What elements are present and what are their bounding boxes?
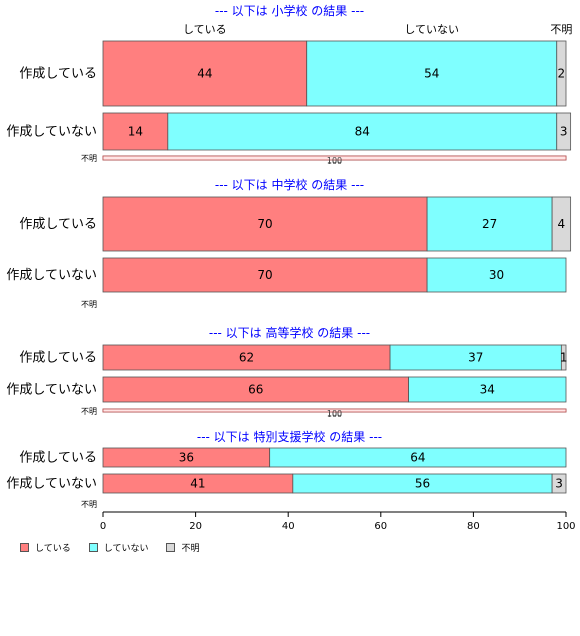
legend-label-no: していない [103, 544, 149, 554]
row-label: 不明 [81, 500, 97, 509]
row-label: 作成している [19, 351, 97, 366]
data-label: 64 [410, 451, 425, 465]
bar-segment [102, 112, 169, 151]
row-label: 作成している [19, 217, 97, 232]
chart-legend: している していない 不明 [20, 541, 199, 554]
data-label: 3 [560, 125, 568, 139]
data-label: 66 [248, 383, 263, 397]
bar-segment [551, 196, 572, 252]
bar-segment [306, 40, 558, 107]
data-label: 100 [327, 409, 342, 418]
bar-segment [426, 196, 553, 252]
legend-swatch-no [88, 543, 98, 552]
bar-outline [102, 408, 567, 413]
data-label: 27 [482, 217, 497, 231]
x-tick-label: 20 [189, 521, 202, 532]
data-label: 37 [468, 351, 483, 365]
bar-segment [102, 40, 308, 107]
row-label: 不明 [81, 154, 97, 163]
data-label: 3 [555, 477, 563, 491]
bar-segment [102, 376, 409, 403]
panel-title: --- 以下は 高等学校 の結果 --- [209, 325, 370, 340]
bar-segment [551, 473, 567, 494]
data-label: 1 [560, 351, 568, 365]
data-label: 100 [327, 157, 342, 166]
x-tick-label: 60 [374, 521, 387, 532]
legend-swatch-unknown [166, 543, 176, 552]
data-label: 100 [327, 156, 342, 165]
legend-label-yes: している [35, 544, 71, 554]
data-label: 34 [480, 383, 495, 397]
bar-outline [102, 155, 567, 161]
data-label: 84 [355, 125, 370, 139]
column-header-2: 不明 [550, 23, 572, 36]
bar-segment [426, 257, 567, 293]
data-label: 44 [197, 67, 212, 81]
legend-item-yes: している [20, 541, 71, 554]
row-label: 不明 [81, 407, 97, 416]
data-label: 14 [128, 125, 143, 139]
data-label: 36 [179, 451, 194, 465]
data-label: 100 [327, 410, 342, 419]
bar-segment [556, 40, 567, 107]
x-tick-label: 80 [467, 521, 480, 532]
row-label: 作成していない [6, 125, 97, 140]
x-tick-label: 0 [100, 521, 106, 532]
row-label: 不明 [81, 300, 97, 309]
legend-swatch-yes [20, 543, 29, 552]
bar-segment [389, 344, 562, 371]
legend-item-no: していない [88, 541, 149, 554]
legend-label-unknown: 不明 [181, 544, 200, 554]
legend-item-unknown: 不明 [166, 541, 199, 554]
column-header-1: していない [404, 23, 459, 36]
data-label: 30 [489, 268, 504, 282]
row-label: 作成していない [6, 383, 97, 398]
bar-segment [556, 112, 572, 151]
data-label: 54 [424, 67, 439, 81]
data-label: 2 [558, 67, 566, 81]
bar-segment [269, 447, 567, 468]
column-header-0: している [183, 23, 227, 36]
data-label: 70 [257, 217, 272, 231]
row-label: 作成している [19, 67, 97, 82]
panel-title: --- 以下は 中学校 の結果 --- [215, 177, 364, 192]
row-label: 作成している [19, 451, 97, 466]
panel-title: --- 以下は 小学校 の結果 --- [215, 3, 364, 18]
data-label: 62 [239, 351, 254, 365]
x-tick-label: 40 [282, 521, 295, 532]
panel-title: --- 以下は 特別支援学校 の結果 --- [197, 429, 382, 444]
x-tick-label: 100 [556, 521, 575, 532]
bar-segment [102, 344, 391, 371]
data-label: 41 [190, 477, 205, 491]
bar-segment [408, 376, 567, 403]
row-label: 作成していない [6, 268, 97, 283]
data-label: 56 [415, 477, 430, 491]
bar-segment [102, 257, 428, 293]
bar-segment [560, 344, 567, 371]
data-label: 4 [558, 217, 566, 231]
row-label: 作成していない [6, 477, 97, 492]
data-label: 70 [257, 268, 272, 282]
